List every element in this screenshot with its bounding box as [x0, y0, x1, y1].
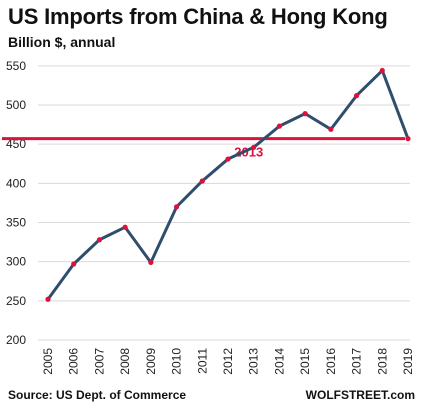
data-point — [225, 156, 231, 162]
grid-lines — [38, 65, 410, 341]
x-tick-label: 2011 — [195, 348, 209, 374]
data-point — [405, 136, 411, 142]
y-tick-label: 200 — [6, 333, 26, 347]
x-tick-label: 2019 — [401, 348, 415, 375]
x-tick-label: 2010 — [170, 348, 184, 375]
chart-subtitle: Billion $, annual — [8, 34, 116, 50]
x-tick-label: 2006 — [67, 348, 81, 375]
data-point — [173, 204, 180, 210]
data-point — [122, 224, 128, 230]
y-tick-label: 350 — [6, 216, 26, 230]
data-point — [302, 111, 308, 117]
data-point — [251, 144, 257, 150]
x-axis: 2005 2006 2007 2008 2009 2010 2011 2012 2013 2014… — [41, 348, 415, 375]
chart-title: US Imports from China & Hong Kong — [8, 4, 388, 29]
x-tick-label: 2005 — [41, 348, 55, 375]
data-point — [148, 259, 154, 266]
source-note: Source: US Dept. of Commerce — [8, 388, 187, 402]
x-tick-label: 2007 — [92, 348, 106, 375]
y-tick-label: 250 — [6, 294, 26, 308]
y-tick-label: 450 — [6, 137, 26, 151]
series-group — [45, 67, 411, 302]
data-point — [45, 296, 51, 302]
data-point — [276, 123, 283, 129]
data-point — [96, 237, 103, 243]
data-point — [379, 67, 385, 74]
x-tick-label: 2015 — [298, 348, 312, 375]
data-point — [353, 93, 360, 99]
credit-note: WOLFSTREET.com — [305, 388, 415, 402]
y-tick-label: 500 — [6, 98, 26, 112]
reference-line-group: 2013 — [2, 137, 405, 160]
x-tick-label: 2008 — [118, 348, 132, 375]
y-axis: 200 250 300 350 400 450 500 550 — [6, 59, 26, 347]
y-tick-label: 400 — [6, 176, 26, 190]
x-tick-label: 2009 — [144, 348, 158, 375]
y-tick-label: 300 — [6, 255, 26, 269]
data-point — [71, 261, 77, 267]
y-tick-label: 550 — [6, 59, 26, 73]
x-tick-label: 2013 — [247, 348, 261, 375]
data-point — [199, 178, 205, 184]
x-tick-label: 2012 — [221, 348, 235, 375]
x-tick-label: 2016 — [324, 348, 338, 375]
x-tick-label: 2017 — [350, 348, 364, 375]
reference-line-label: 2013 — [234, 145, 263, 160]
data-point — [328, 126, 334, 132]
x-tick-label: 2014 — [272, 348, 286, 375]
x-tick-label: 2018 — [375, 348, 389, 375]
